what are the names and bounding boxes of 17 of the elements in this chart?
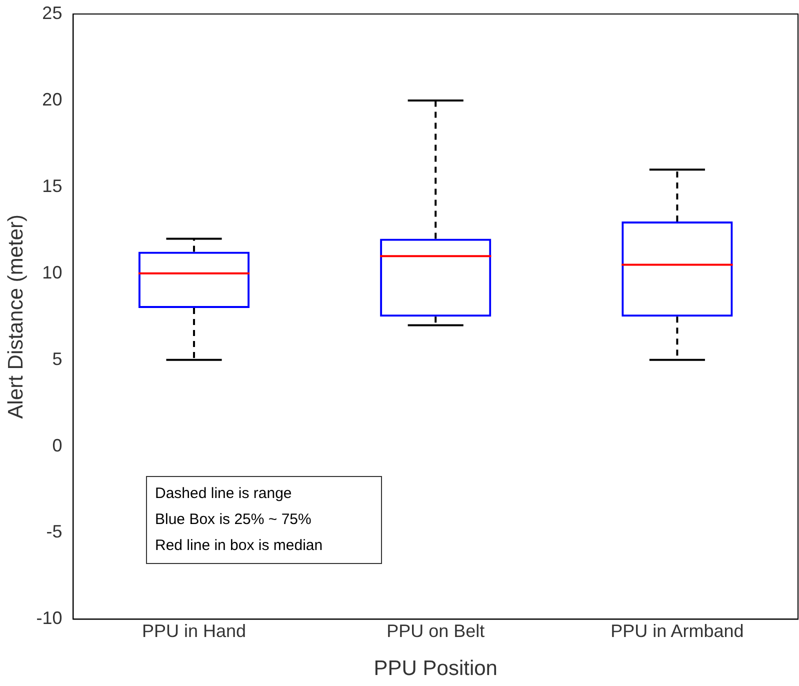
y-tick-label: 10 (42, 262, 62, 282)
x-tick-label: PPU in Hand (142, 620, 246, 641)
annotation: Dashed line is range (155, 484, 293, 504)
x-axis-title: PPU Position (374, 657, 498, 680)
y-axis-title: Alert Distance (meter) (4, 214, 28, 419)
y-tick-label: 20 (42, 89, 62, 110)
y-tick-label: 15 (42, 176, 62, 196)
y-tick-label: -10 (36, 608, 62, 628)
y-tick-label: 0 (52, 435, 62, 456)
y-tick-label: -5 (46, 522, 62, 542)
y-tick-label: 25 (42, 2, 62, 23)
annotation: Blue Box is 25% ~ 75% (155, 510, 312, 530)
y-tick-label: 5 (52, 348, 62, 369)
x-tick-label: PPU in Armband (610, 620, 744, 641)
x-tick-label: PPU on Belt (386, 620, 485, 641)
annotation: Red line in box is median (155, 536, 324, 556)
note-box: Dashed line is range Blue Box is 25% ~ 75% Red line in box is median (146, 476, 382, 564)
